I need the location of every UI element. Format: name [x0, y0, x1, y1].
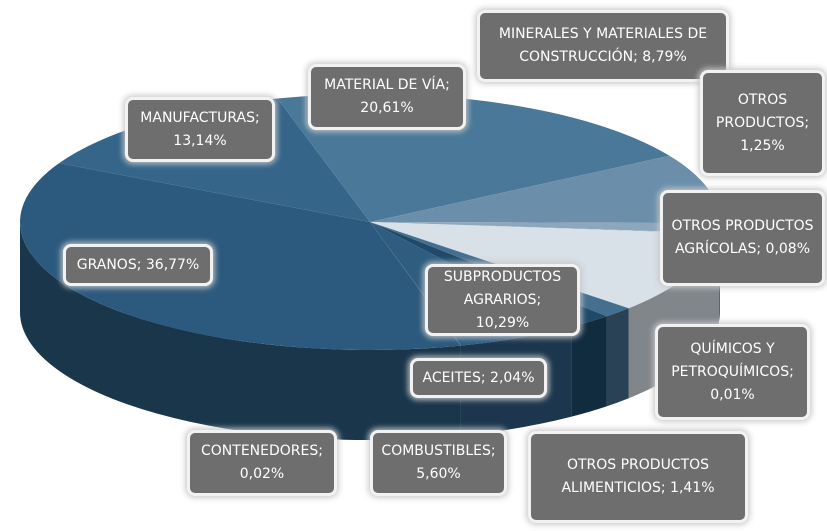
slice: [370, 222, 719, 234]
category-label: SUBPRODUCTOS AGRARIOS;: [443, 268, 562, 308]
label-text: MANUFACTURAS; 13,14%: [136, 107, 264, 153]
data-label: SUBPRODUCTOS AGRARIOS; 10,29%: [425, 264, 580, 336]
slice-side-shade: [606, 308, 629, 407]
value-label: 13,14%: [173, 132, 227, 149]
label-text: ACEITES; 2,04%: [422, 367, 534, 390]
value-label: 36,77%: [145, 256, 200, 273]
data-label: GRANOS; 36,77%: [63, 244, 213, 286]
value-label: 20,61%: [360, 100, 414, 116]
value-label: 10,29%: [475, 314, 530, 331]
data-label: CONTENEDORES; 0,02%: [187, 430, 337, 496]
data-label: MINERALES Y MATERIALES DE CONSTRUCCIÓN; …: [477, 10, 729, 82]
value-label: 0,02%: [239, 466, 285, 482]
category-label: MINERALES Y MATERIALES DE CONSTRUCCIÓN;: [498, 26, 708, 65]
value-label: 0,08%: [765, 241, 811, 257]
label-text: MINERALES Y MATERIALES DE CONSTRUCCIÓN; …: [488, 23, 718, 69]
label-text: QUÍMICOS Y PETROQUÍMICOS; 0,01%: [666, 338, 799, 407]
data-label: MATERIAL DE VÍA; 20,61%: [308, 64, 466, 130]
slice-side: [20, 222, 461, 441]
category-label: ACEITES;: [422, 369, 486, 386]
slice-side: [571, 316, 607, 417]
label-text: CONTENEDORES; 0,02%: [198, 440, 326, 486]
value-label: 1,41%: [670, 480, 715, 496]
slice-side-shade: [20, 222, 461, 441]
slice: [19, 163, 461, 351]
slice: [370, 222, 719, 234]
data-label: MANUFACTURAS; 13,14%: [125, 97, 275, 162]
data-label: COMBUSTIBLES; 5,60%: [370, 430, 507, 496]
data-label: OTROS PRODUCTOS; 1,25%: [700, 70, 825, 176]
label-text: OTROS PRODUCTOS AGRÍCOLAS; 0,08%: [671, 215, 814, 261]
category-label: MATERIAL DE VÍA;: [324, 77, 450, 93]
value-label: 1,25%: [740, 137, 785, 154]
category-label: OTROS PRODUCTOS;: [715, 91, 810, 131]
label-text: GRANOS; 36,77%: [77, 254, 200, 277]
label-text: COMBUSTIBLES; 5,60%: [381, 440, 496, 486]
label-text: SUBPRODUCTOS AGRARIOS; 10,29%: [436, 266, 569, 335]
slice-side: [606, 308, 629, 407]
label-text: OTROS PRODUCTOS; 1,25%: [711, 89, 814, 158]
category-label: CONTENEDORES;: [201, 443, 323, 459]
data-label: ACEITES; 2,04%: [410, 358, 547, 398]
data-label: QUÍMICOS Y PETROQUÍMICOS; 0,01%: [655, 324, 810, 420]
value-label: 2,04%: [490, 369, 535, 386]
data-label: OTROS PRODUCTOS AGRÍCOLAS; 0,08%: [660, 190, 825, 286]
value-label: 0,01%: [710, 386, 755, 403]
slice: [370, 155, 720, 224]
category-label: QUÍMICOS Y PETROQUÍMICOS;: [671, 340, 794, 380]
category-label: COMBUSTIBLES;: [381, 443, 496, 459]
value-label: 8,79%: [642, 49, 687, 65]
label-text: OTROS PRODUCTOS ALIMENTICIOS; 1,41%: [539, 454, 737, 500]
slice-side-shade: [571, 316, 607, 417]
label-text: MATERIAL DE VÍA; 20,61%: [319, 74, 455, 120]
category-label: GRANOS;: [76, 256, 142, 273]
category-label: MANUFACTURAS;: [140, 109, 260, 126]
value-label: 5,60%: [416, 466, 461, 482]
data-label: OTROS PRODUCTOS ALIMENTICIOS; 1,41%: [528, 431, 748, 523]
category-label: OTROS PRODUCTOS AGRÍCOLAS;: [671, 218, 814, 257]
category-label: OTROS PRODUCTOS ALIMENTICIOS;: [561, 457, 710, 496]
slice: [370, 222, 720, 234]
